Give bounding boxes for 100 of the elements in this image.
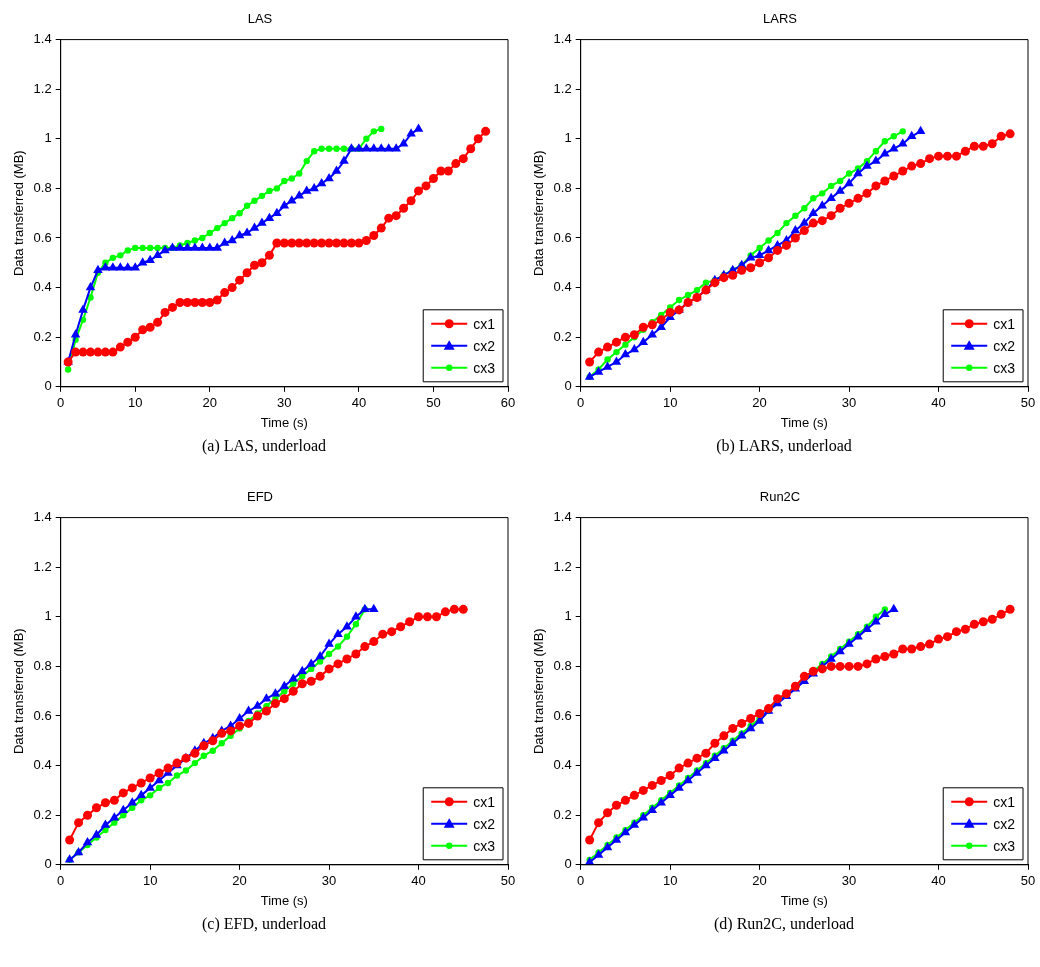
point — [763, 244, 774, 254]
x-tick-label: 50 — [426, 395, 441, 411]
point — [288, 686, 298, 696]
point — [835, 185, 845, 194]
point — [987, 139, 997, 149]
y-tick-label: 1.2 — [33, 80, 52, 96]
point — [436, 166, 446, 176]
point — [406, 196, 416, 206]
point — [398, 138, 409, 147]
y-tick-label: 0.8 — [33, 179, 52, 195]
point — [737, 718, 747, 728]
point — [123, 337, 133, 347]
point — [108, 347, 118, 357]
point — [719, 731, 729, 741]
point — [889, 143, 899, 152]
point — [301, 185, 312, 194]
point — [413, 123, 424, 132]
point — [296, 170, 303, 177]
point — [585, 835, 595, 845]
point — [934, 634, 944, 644]
point — [217, 728, 227, 738]
point — [629, 790, 639, 800]
point — [620, 349, 631, 358]
point — [692, 753, 702, 763]
point — [242, 268, 252, 278]
x-tick-label: 60 — [500, 395, 516, 411]
point — [594, 347, 604, 357]
x-tick-label: 40 — [931, 873, 946, 889]
point — [808, 218, 818, 228]
point — [315, 671, 325, 681]
point — [111, 819, 118, 826]
point — [396, 622, 406, 632]
point — [324, 172, 334, 182]
x-tick-label: 30 — [277, 395, 292, 411]
point — [109, 795, 119, 805]
point — [173, 772, 181, 779]
point — [339, 155, 349, 164]
point — [279, 680, 290, 689]
point — [969, 619, 979, 629]
point — [451, 159, 461, 169]
point — [764, 253, 774, 263]
point — [146, 792, 154, 799]
point — [790, 225, 801, 234]
point — [862, 188, 872, 198]
point — [889, 649, 899, 659]
point — [100, 819, 111, 828]
point — [449, 604, 459, 614]
point — [369, 637, 379, 647]
point — [960, 146, 970, 156]
legend-label: cx3 — [473, 359, 496, 376]
point — [622, 341, 629, 348]
chart-title: LAS — [247, 11, 273, 27]
point — [332, 238, 342, 248]
point — [253, 711, 262, 721]
y-tick-label: 0 — [564, 378, 572, 394]
point — [880, 148, 890, 157]
point — [792, 212, 799, 219]
y-tick-label: 0.2 — [33, 328, 52, 344]
point — [206, 229, 213, 237]
point — [376, 223, 386, 233]
point — [331, 165, 342, 174]
point — [306, 676, 316, 686]
x-tick-label: 0 — [57, 395, 65, 411]
point — [340, 145, 348, 152]
point — [405, 617, 415, 627]
point — [387, 627, 397, 637]
point — [428, 173, 438, 183]
y-tick-label: 0.8 — [33, 657, 52, 673]
point — [273, 185, 281, 192]
point — [719, 273, 729, 283]
point — [755, 258, 765, 268]
point — [168, 302, 177, 312]
point — [853, 661, 863, 671]
point — [656, 775, 666, 785]
point — [91, 803, 101, 813]
y-tick-label: 0.2 — [33, 806, 52, 822]
point — [978, 141, 988, 151]
x-tick-label: 20 — [232, 873, 247, 889]
point — [91, 829, 102, 838]
point — [996, 609, 1006, 619]
point — [235, 275, 245, 285]
point — [227, 283, 237, 293]
point — [108, 262, 118, 271]
point — [799, 226, 809, 236]
point — [130, 332, 140, 342]
y-tick-label: 1.4 — [33, 509, 52, 525]
point — [145, 782, 155, 791]
point — [817, 216, 827, 226]
point — [145, 254, 155, 264]
point — [701, 748, 711, 758]
point — [127, 797, 138, 806]
text: (c) EFD, underload — [201, 915, 327, 933]
y-tick-label: 0.4 — [33, 757, 52, 773]
point — [316, 658, 324, 665]
point — [889, 603, 899, 613]
point — [208, 736, 218, 746]
text: (a) LAS, underload — [201, 437, 327, 455]
point — [969, 141, 979, 151]
x-axis-title: Time (s) — [260, 892, 308, 908]
point — [684, 291, 692, 299]
